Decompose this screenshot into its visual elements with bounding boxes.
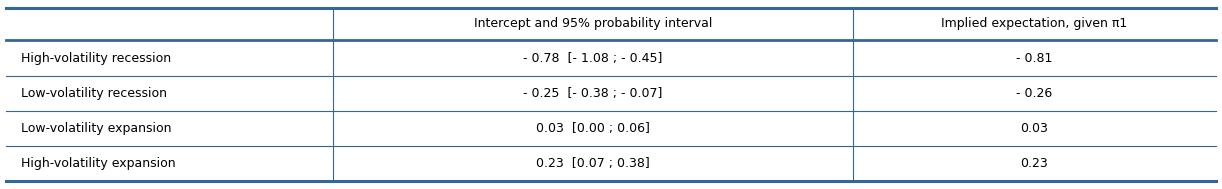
Text: 0.03: 0.03 [1020,122,1048,135]
Text: - 0.81: - 0.81 [1017,51,1052,64]
Text: Implied expectation, given π1: Implied expectation, given π1 [941,17,1128,30]
Text: - 0.25  [- 0.38 ; - 0.07]: - 0.25 [- 0.38 ; - 0.07] [523,87,662,100]
Text: High-volatility recession: High-volatility recession [21,51,171,64]
Text: Low-volatility expansion: Low-volatility expansion [21,122,171,135]
Text: 0.23  [0.07 ; 0.38]: 0.23 [0.07 ; 0.38] [536,157,650,170]
Text: 0.03  [0.00 ; 0.06]: 0.03 [0.00 ; 0.06] [536,122,650,135]
Text: Low-volatility recession: Low-volatility recession [21,87,166,100]
Text: High-volatility expansion: High-volatility expansion [21,157,175,170]
Text: - 0.78  [- 1.08 ; - 0.45]: - 0.78 [- 1.08 ; - 0.45] [523,51,662,64]
Text: 0.23: 0.23 [1020,157,1048,170]
Text: - 0.26: - 0.26 [1017,87,1052,100]
Text: Intercept and 95% probability interval: Intercept and 95% probability interval [474,17,712,30]
